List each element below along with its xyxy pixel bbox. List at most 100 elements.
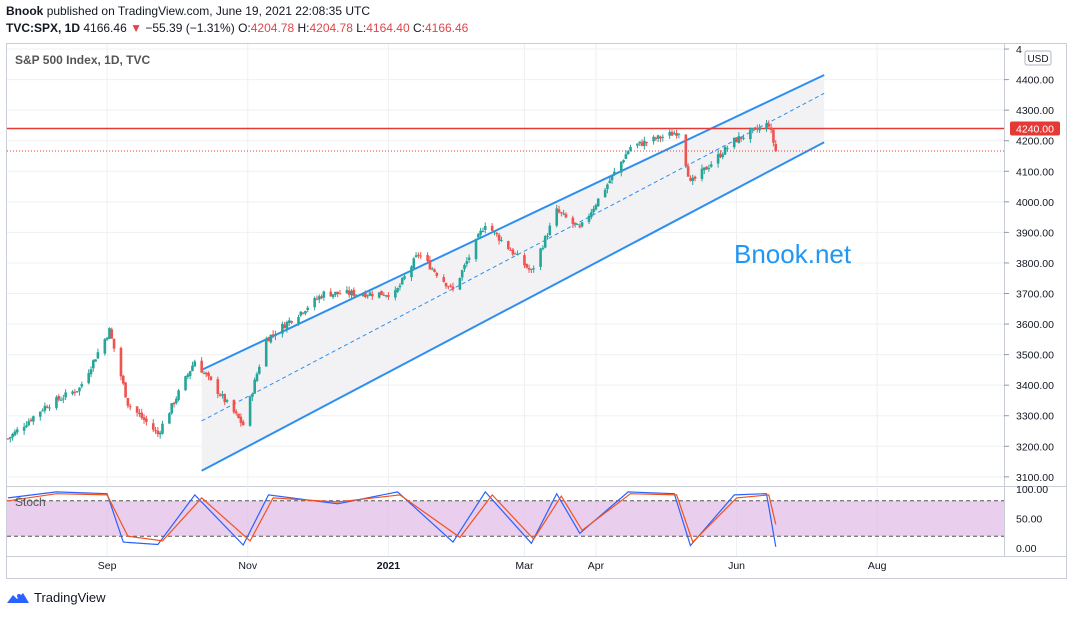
footer-brand[interactable]: TradingView: [6, 590, 106, 605]
x-tick-label[interactable]: Sep: [98, 560, 117, 572]
x-tick-label[interactable]: Jun: [728, 560, 745, 572]
candle-body: [564, 214, 568, 218]
candle-body: [62, 398, 65, 400]
candle-body: [283, 324, 286, 329]
stoch-k-line: [7, 490, 777, 547]
candle-body: [756, 128, 759, 130]
time-axis[interactable]: Sep Nov 2021 Mar Apr Jun Aug: [98, 560, 887, 572]
candle-body: [444, 282, 448, 287]
candle-body: [433, 269, 436, 272]
x-tick-label[interactable]: 2021: [377, 560, 401, 572]
candle-body: [430, 268, 434, 270]
candle-body: [721, 154, 725, 157]
candle-body: [774, 143, 778, 152]
brand-label: TradingView: [34, 590, 106, 605]
channel-lower-line[interactable]: [201, 141, 825, 472]
candle-body: [73, 391, 77, 393]
candle-body: [513, 253, 517, 255]
candle-body: [707, 167, 711, 169]
candle-body: [580, 222, 584, 227]
candle-body: [735, 137, 738, 143]
candle-body: [751, 128, 754, 130]
channel-upper-line[interactable]: [201, 74, 825, 371]
y-tick-label: 3700.00: [1016, 289, 1054, 301]
y-tick-label: 3800.00: [1016, 258, 1054, 270]
candle-body: [241, 421, 245, 426]
resistance-price-label: 4240.00: [1016, 124, 1054, 136]
tradingview-logo-icon: [7, 592, 29, 603]
candle-body: [767, 123, 771, 127]
stochastic-pane: [7, 490, 1004, 547]
candle-body: [94, 359, 97, 362]
channel-mid-line[interactable]: [201, 92, 825, 422]
open-value: 4204.78: [250, 21, 295, 35]
low-value: 4164.40: [366, 21, 410, 35]
candle-body: [772, 129, 775, 143]
candle-body: [400, 278, 404, 285]
candle-body: [659, 136, 662, 139]
candle-body: [451, 286, 455, 290]
candle-body: [138, 412, 141, 415]
candle-body: [465, 261, 469, 265]
publisher-name[interactable]: Bnook: [6, 4, 44, 18]
currency-label: USD: [1027, 54, 1048, 65]
candle-body: [9, 437, 12, 439]
candle-body: [656, 135, 660, 139]
price-axis[interactable]: 4 4400.00 4300.00 4200.00 4100.00 4000.00 3900…: [1004, 44, 1060, 555]
candle-body: [301, 312, 305, 314]
candle-body: [32, 416, 35, 422]
x-tick-label[interactable]: Apr: [588, 560, 605, 572]
candle-body: [59, 399, 63, 401]
x-tick-label[interactable]: Aug: [868, 560, 887, 572]
candle-body: [239, 416, 243, 423]
y-tick-label: 4400.00: [1016, 75, 1054, 87]
trend-channel[interactable]: [7, 74, 1004, 472]
candle-body: [546, 235, 549, 237]
candle-body: [204, 372, 208, 375]
candle-body: [306, 307, 310, 311]
candle-body: [527, 268, 531, 270]
candlestick-series: [6, 120, 778, 443]
candle-body: [80, 384, 84, 387]
candle-body: [705, 166, 708, 170]
candle-body: [516, 253, 519, 256]
candle-body: [396, 288, 399, 292]
candle-body: [596, 198, 600, 207]
candle-body: [765, 123, 768, 129]
candle-body: [719, 153, 722, 158]
candle-body: [264, 338, 268, 367]
candle-body: [345, 290, 349, 294]
candle-body: [154, 430, 157, 432]
candle-body: [168, 413, 171, 424]
candle-body: [331, 294, 335, 298]
candle-body: [530, 269, 533, 271]
x-tick-label[interactable]: Nov: [238, 560, 257, 572]
candle-body: [624, 154, 628, 159]
candle-body: [96, 352, 100, 359]
candle-body: [258, 366, 261, 374]
candle-body: [361, 294, 365, 296]
candle-body: [732, 137, 736, 148]
y-tick-label: 3300.00: [1016, 411, 1054, 423]
x-tick-label[interactable]: Mar: [515, 560, 534, 572]
candle-body: [474, 238, 478, 260]
candle-body: [394, 290, 397, 298]
candle-body: [281, 323, 284, 334]
candle-body: [140, 412, 144, 418]
candle-body: [726, 148, 729, 150]
candle-body: [419, 255, 422, 257]
candle-body: [126, 398, 130, 406]
candle-body: [186, 374, 190, 377]
candle-body: [449, 285, 452, 287]
currency-badge[interactable]: USD: [1024, 50, 1052, 66]
candle-body: [193, 361, 197, 367]
candle-body: [200, 360, 203, 373]
candle-body: [22, 426, 26, 431]
y-tick-label: 4300.00: [1016, 105, 1054, 117]
candle-body: [274, 334, 277, 336]
candle-body: [380, 290, 383, 296]
candle-body: [742, 137, 745, 139]
candle-body: [643, 140, 646, 146]
candle-body: [626, 151, 630, 155]
